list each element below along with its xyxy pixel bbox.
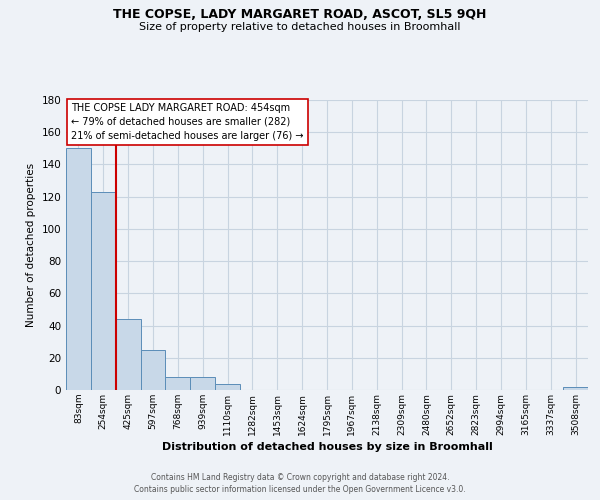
Bar (215, 384, 240, 390)
Y-axis label: Number of detached properties: Number of detached properties (26, 163, 36, 327)
Bar (190, 377, 215, 390)
Text: THE COPSE, LADY MARGARET ROAD, ASCOT, SL5 9QH: THE COPSE, LADY MARGARET ROAD, ASCOT, SL… (113, 8, 487, 20)
Bar (66, 148, 91, 390)
Bar (91, 192, 116, 390)
Bar (116, 319, 140, 390)
Bar (563, 387, 588, 390)
Text: Contains public sector information licensed under the Open Government Licence v3: Contains public sector information licen… (134, 485, 466, 494)
Bar (140, 350, 166, 390)
Text: Distribution of detached houses by size in Broomhall: Distribution of detached houses by size … (161, 442, 493, 452)
Text: Size of property relative to detached houses in Broomhall: Size of property relative to detached ho… (139, 22, 461, 32)
Text: THE COPSE LADY MARGARET ROAD: 454sqm
← 79% of detached houses are smaller (282)
: THE COPSE LADY MARGARET ROAD: 454sqm ← 7… (71, 103, 304, 141)
Bar (166, 377, 190, 390)
Text: Contains HM Land Registry data © Crown copyright and database right 2024.: Contains HM Land Registry data © Crown c… (151, 472, 449, 482)
